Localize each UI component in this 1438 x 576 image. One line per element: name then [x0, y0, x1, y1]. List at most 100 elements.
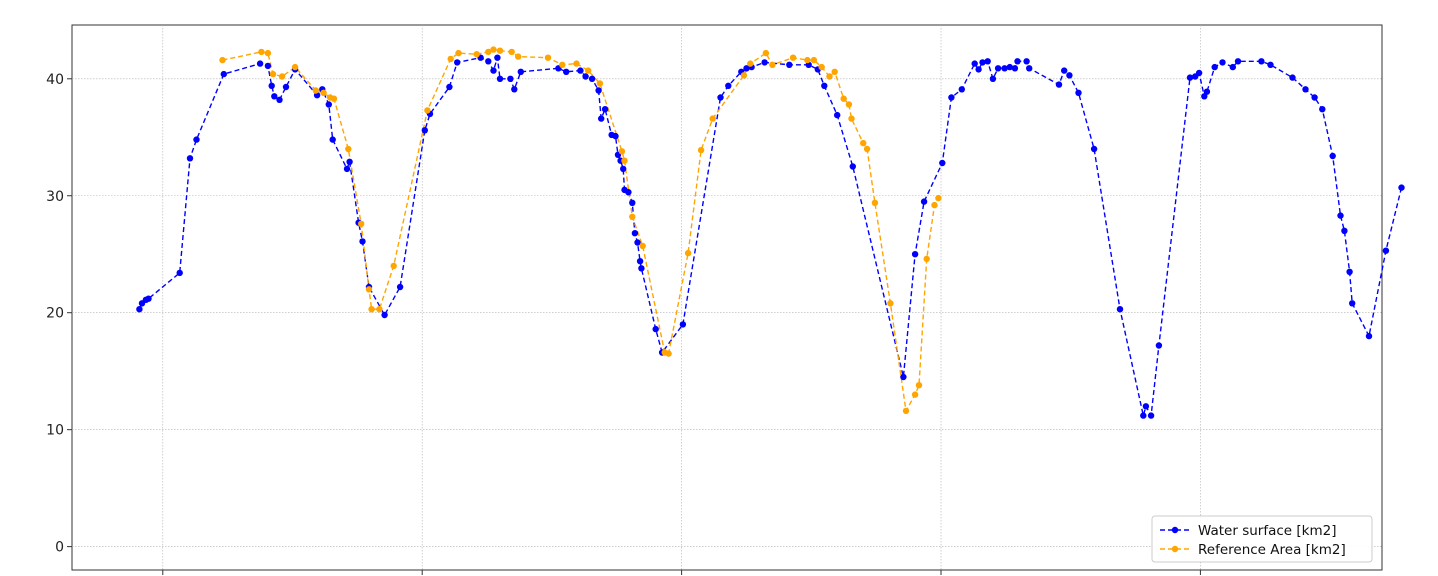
series-0-point [176, 269, 183, 277]
series-1-point [639, 242, 646, 250]
series-0-point [1014, 58, 1021, 65]
series-0-point [268, 82, 275, 90]
series-1-point [269, 70, 277, 78]
series-0-point [507, 75, 514, 83]
series-0-point [220, 70, 227, 78]
series-0-point [1006, 63, 1013, 71]
series-0-point [517, 68, 524, 76]
series-1-point [818, 63, 825, 71]
series-0-point [1090, 145, 1098, 153]
series-0-point [920, 198, 928, 205]
series-0-point [598, 115, 605, 122]
legend-swatch-marker [1171, 526, 1179, 534]
series-1-point [709, 115, 716, 122]
series-0-point [679, 321, 687, 328]
series-0-point [786, 61, 793, 68]
series-0-point [1142, 403, 1150, 410]
series-0-point [625, 189, 632, 196]
series-0-point [984, 58, 991, 65]
series-1-point [573, 60, 580, 67]
series-0-point [271, 93, 278, 100]
series-0-point [256, 60, 264, 67]
series-0-point [346, 158, 353, 165]
series-0-point [979, 59, 986, 66]
series-1-point [544, 54, 552, 61]
series-1-point [923, 255, 930, 263]
series-1-point [258, 48, 265, 56]
series-0-point [717, 94, 724, 101]
series-0-point [1289, 74, 1296, 81]
series-0-point [1349, 300, 1356, 307]
series-0-point [145, 295, 152, 302]
series-0-point [1140, 412, 1147, 419]
series-1-point [684, 249, 692, 257]
series-1-point [826, 73, 833, 80]
series-1-point [368, 306, 375, 313]
series-0-point [1186, 74, 1194, 81]
series-0-point [136, 306, 143, 313]
series-1-point [762, 49, 770, 57]
series-0-point [1365, 332, 1373, 340]
series-1-point [559, 61, 566, 68]
series-1-point [831, 68, 838, 76]
series-0-point [971, 60, 978, 67]
y-tick-label: 20 [46, 306, 64, 322]
series-0-point [276, 96, 283, 104]
series-0-point [652, 325, 659, 333]
series-1-point [769, 61, 776, 68]
series-1-point [219, 56, 226, 64]
series-1-point [424, 107, 431, 114]
series-0-point [1302, 86, 1309, 93]
legend-box [1151, 515, 1373, 563]
series-0-point [989, 75, 997, 83]
series-1-point [618, 148, 626, 155]
series-0-point [1203, 88, 1211, 95]
series-1-point [804, 56, 811, 64]
series-0-point [1155, 342, 1163, 349]
series-1-point [621, 157, 628, 164]
series-1-point [887, 300, 894, 307]
series-1-point [789, 54, 797, 61]
series-1-point [840, 95, 847, 102]
series-1-point [935, 194, 942, 202]
series-1-point [848, 115, 855, 122]
series-0-point [1195, 69, 1203, 77]
series-0-point [1011, 65, 1019, 72]
series-0-point [638, 265, 645, 272]
series-0-point [582, 73, 589, 80]
series-0-point [631, 230, 639, 237]
series-0-point [485, 58, 492, 65]
y-tick-label: 40 [46, 72, 64, 88]
series-1-point [320, 89, 327, 97]
series-0-point [454, 59, 461, 66]
plot-area: 0 10 20 30 40 [46, 24, 1405, 575]
series-1-point [312, 87, 319, 94]
series-1-point [490, 46, 497, 53]
series-1-point [515, 53, 522, 60]
series-0-point [494, 54, 501, 61]
series-0-point [1055, 81, 1063, 88]
series-0-point [446, 83, 453, 91]
series-0-point [1147, 412, 1155, 419]
series-0-point [629, 199, 636, 206]
series-1-point [931, 201, 938, 209]
series-0-point [958, 86, 965, 93]
series-1-point [345, 145, 352, 153]
axis-ticks: 0 10 20 30 40 [46, 72, 1201, 575]
series-0-point [186, 155, 194, 162]
series-0-point [325, 101, 332, 108]
series-1-point [902, 407, 910, 415]
series-0-point [900, 373, 907, 381]
series-1-point [697, 146, 705, 154]
series-0-point [1341, 227, 1348, 234]
series-0-point [1066, 72, 1073, 79]
series-1-point [473, 51, 480, 58]
series-0-point [1346, 268, 1353, 275]
series-0-point [939, 159, 946, 167]
series-1-point [596, 80, 604, 87]
series-1-point [508, 48, 515, 56]
series-0-point [725, 82, 732, 90]
series-0-point [1211, 63, 1218, 71]
